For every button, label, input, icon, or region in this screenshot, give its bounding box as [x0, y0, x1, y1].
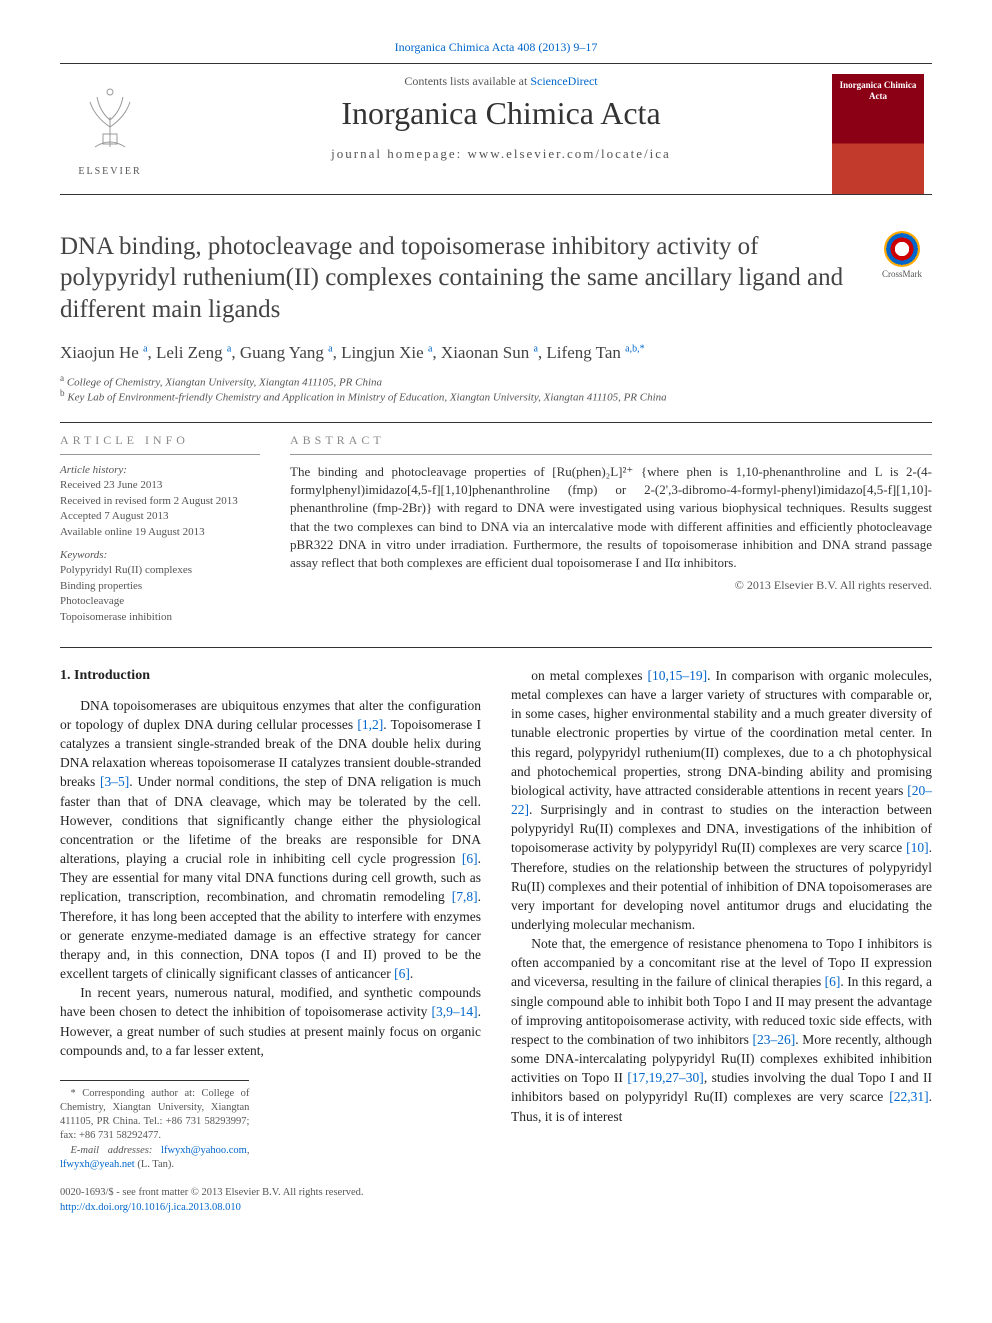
reference-link[interactable]: [10,15–19]	[647, 668, 707, 683]
contents-line: Contents lists available at ScienceDirec…	[190, 74, 812, 89]
history-line: Available online 19 August 2013	[60, 525, 260, 540]
keywords-label: Keywords:	[60, 548, 260, 563]
sciencedirect-link[interactable]: ScienceDirect	[530, 74, 597, 88]
reference-link[interactable]: [6]	[394, 966, 410, 981]
body-columns: 1. Introduction DNA topoisomerases are u…	[60, 666, 932, 1216]
abstract-text: The binding and photocleavage properties…	[290, 463, 932, 572]
cover-title: Inorganica Chimica Acta	[836, 80, 920, 102]
info-top-rule	[60, 422, 932, 423]
body-paragraph: DNA topoisomerases are ubiquitous enzyme…	[60, 696, 481, 983]
crossmark-icon	[884, 231, 920, 267]
journal-cover-block: Inorganica Chimica Acta	[832, 74, 932, 194]
reference-link[interactable]: [22,31]	[889, 1089, 928, 1104]
affiliation: b Key Lab of Environment-friendly Chemis…	[60, 388, 932, 404]
keyword: Photocleavage	[60, 594, 260, 609]
body-paragraph: on metal complexes [10,15–19]. In compar…	[511, 666, 932, 934]
body-paragraph: In recent years, numerous natural, modif…	[60, 983, 481, 1060]
article-history: Article history: Received 23 June 2013Re…	[60, 463, 260, 540]
journal-homepage: journal homepage: www.elsevier.com/locat…	[190, 146, 812, 162]
affiliations: a College of Chemistry, Xiangtan Univers…	[60, 373, 932, 404]
publisher-name: ELSEVIER	[78, 166, 141, 177]
email-link-2[interactable]: lfwyxh@yeah.net	[60, 1159, 135, 1170]
abstract-column: abstract The binding and photocleavage p…	[290, 433, 932, 625]
publisher-logo-block: ELSEVIER	[60, 74, 170, 184]
corresponding-author-note: * Corresponding author at: College of Ch…	[60, 1087, 249, 1144]
keyword: Topoisomerase inhibition	[60, 610, 260, 625]
citation-link-line: Inorganica Chimica Acta 408 (2013) 9–17	[60, 40, 932, 55]
corr-text: Corresponding author at: College of Chem…	[60, 1088, 249, 1142]
history-line: Received in revised form 2 August 2013	[60, 494, 260, 509]
info-rule	[60, 454, 260, 455]
reference-link[interactable]: [3–5]	[100, 774, 129, 789]
reference-link[interactable]: [7,8]	[452, 889, 478, 904]
history-line: Received 23 June 2013	[60, 478, 260, 493]
history-line: Accepted 7 August 2013	[60, 509, 260, 524]
elsevier-logo[interactable]: ELSEVIER	[60, 74, 160, 184]
email-link-1[interactable]: lfwyxh@yahoo.com	[161, 1145, 247, 1156]
homepage-url[interactable]: www.elsevier.com/locate/ica	[468, 146, 671, 161]
reference-link[interactable]: [20–22]	[511, 783, 932, 817]
bottom-meta: 0020-1693/$ - see front matter © 2013 El…	[60, 1186, 481, 1216]
keywords-block: Keywords: Polypyridyl Ru(II) complexesBi…	[60, 548, 260, 625]
body-left-column: 1. Introduction DNA topoisomerases are u…	[60, 666, 481, 1216]
journal-title: Inorganica Chimica Acta	[190, 95, 812, 132]
journal-cover[interactable]: Inorganica Chimica Acta	[832, 74, 924, 194]
keyword: Polypyridyl Ru(II) complexes	[60, 563, 260, 578]
reference-link[interactable]: [6]	[462, 851, 478, 866]
citation-link[interactable]: Inorganica Chimica Acta 408 (2013) 9–17	[395, 40, 598, 54]
reference-link[interactable]: [10]	[906, 840, 929, 855]
history-label: Article history:	[60, 463, 260, 478]
reference-link[interactable]: [6]	[825, 974, 841, 989]
affiliation: a College of Chemistry, Xiangtan Univers…	[60, 373, 932, 389]
article-info-column: article info Article history: Received 2…	[60, 433, 260, 625]
footnotes: * Corresponding author at: College of Ch…	[60, 1080, 249, 1172]
reference-link[interactable]: [1,2]	[357, 717, 383, 732]
reference-link[interactable]: [17,19,27–30]	[627, 1070, 704, 1085]
issn-line: 0020-1693/$ - see front matter © 2013 El…	[60, 1186, 481, 1201]
article-title: DNA binding, photocleavage and topoisome…	[60, 231, 852, 325]
body-right-column: on metal complexes [10,15–19]. In compar…	[511, 666, 932, 1216]
elsevier-tree-icon	[75, 82, 145, 164]
email-label: E-mail addresses:	[71, 1145, 162, 1156]
crossmark-badge[interactable]: CrossMark	[872, 231, 932, 279]
abstract-header: abstract	[290, 433, 932, 448]
authors-line: Xiaojun He a, Leli Zeng a, Guang Yang a,…	[60, 343, 932, 363]
masthead: ELSEVIER Contents lists available at Sci…	[60, 64, 932, 195]
abstract-copyright: © 2013 Elsevier B.V. All rights reserved…	[290, 578, 932, 593]
reference-link[interactable]: [23–26]	[752, 1032, 795, 1047]
masthead-center: Contents lists available at ScienceDirec…	[170, 74, 832, 162]
reference-link[interactable]: [3,9–14]	[432, 1004, 478, 1019]
section-heading: 1. Introduction	[60, 666, 481, 686]
crossmark-label: CrossMark	[882, 269, 922, 279]
email-line: E-mail addresses: lfwyxh@yahoo.com, lfwy…	[60, 1144, 249, 1172]
body-top-rule	[60, 647, 932, 648]
article-info-header: article info	[60, 433, 260, 448]
doi-link[interactable]: http://dx.doi.org/10.1016/j.ica.2013.08.…	[60, 1202, 241, 1213]
abstract-rule	[290, 454, 932, 455]
keyword: Binding properties	[60, 579, 260, 594]
body-paragraph: Note that, the emergence of resistance p…	[511, 934, 932, 1126]
